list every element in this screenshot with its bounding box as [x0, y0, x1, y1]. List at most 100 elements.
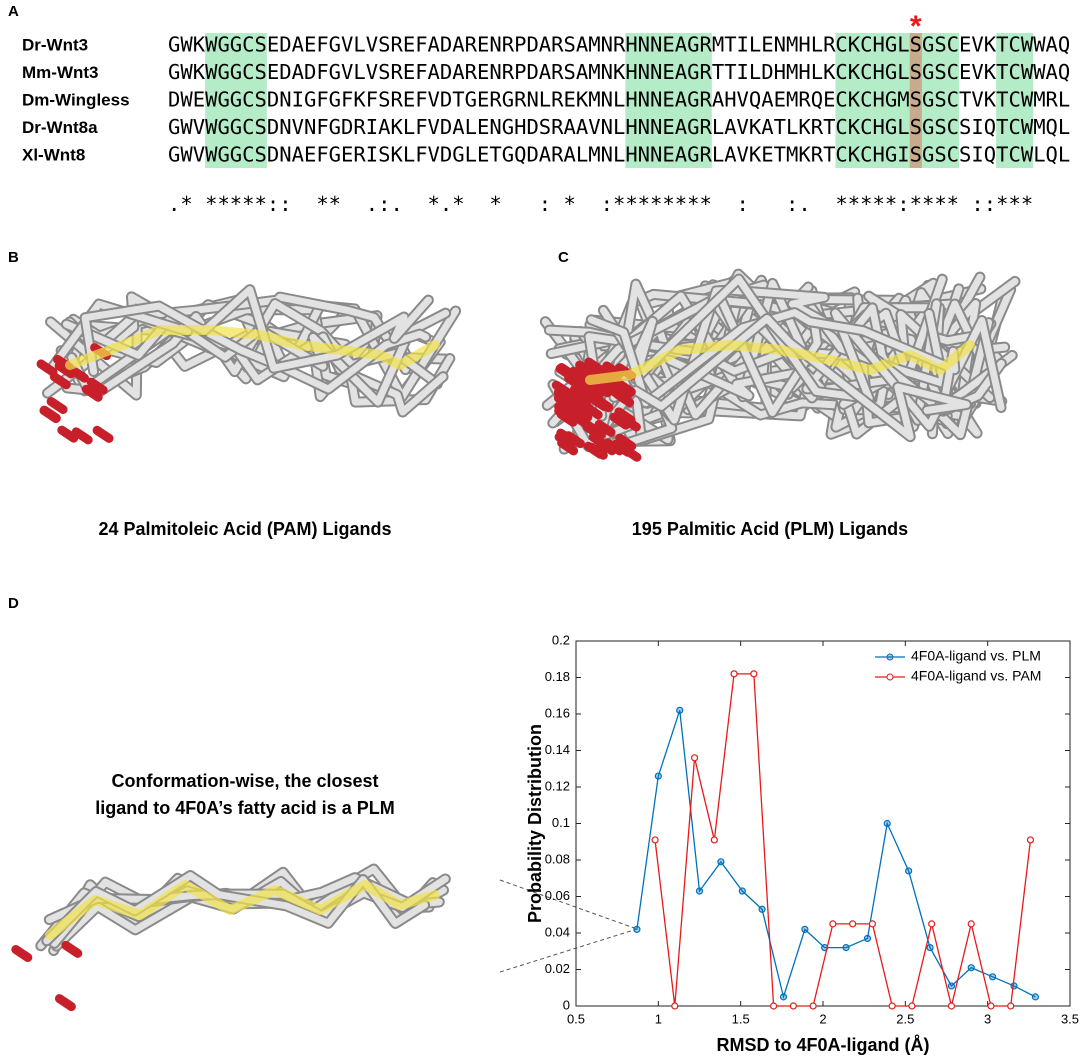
oxygen: [582, 383, 604, 401]
y-tick-label: 0: [563, 997, 570, 1012]
data-point: [676, 706, 684, 714]
oxygen: [554, 432, 576, 450]
chart: 0.5 1 1.5 2 2.5 3 3.5 0 0.02 0.04 0.06 0.08 0.1 0.12 0…: [525, 632, 1079, 1054]
oxygen: [569, 384, 591, 402]
caption-c: 195 Palmitic Acid (PLM) Ligands: [632, 519, 908, 539]
sequence: GWVWGGCSDNVNFGDRIAKLFVDALENGHDSRAAVNLHNN…: [168, 115, 1070, 139]
data-point: [905, 867, 913, 875]
data-point: [1026, 836, 1035, 844]
legend-label: 4F0A-ligand vs. PLM: [911, 648, 1041, 664]
sequence: DWEWGGCSDNIGFGFKFSREFVDTGERGRNLREKMNLHNN…: [168, 88, 1070, 112]
conserved-marker: *: [910, 10, 922, 43]
data-point: [908, 1002, 916, 1010]
data-point: [868, 920, 877, 928]
highlight: [921, 33, 960, 168]
data-point: [789, 1002, 797, 1010]
reference-ligand: [65, 325, 440, 370]
reference-ligand: [585, 340, 975, 385]
legend-label: 4F0A-ligand vs. PAM: [911, 668, 1041, 684]
data-point: [758, 905, 766, 913]
sequence-name: Dm-Wingless: [22, 90, 130, 109]
data-point: [926, 943, 934, 952]
data-point: [987, 1002, 995, 1010]
data-point: [1010, 982, 1018, 990]
oxygen: [584, 357, 606, 375]
y-tick-label: 0.2: [552, 632, 570, 647]
oxygen: [568, 370, 590, 388]
data-point: [883, 819, 891, 828]
caption-b: 24 Palmitoleic Acid (PAM) Ligands: [98, 519, 391, 539]
oxygen: [619, 414, 641, 432]
data-point: [967, 964, 975, 972]
stick: [48, 300, 430, 393]
sequence-name: Mm-Wnt3: [22, 63, 98, 82]
alignment-highlights: [205, 33, 1034, 168]
sequence-name: Dr-Wnt3: [22, 35, 88, 54]
oxygen: [587, 394, 609, 412]
sequence-name: Xl-Wnt8: [22, 145, 85, 164]
data-point: [750, 670, 758, 678]
panel-label: B: [8, 249, 19, 266]
y-tick-label: 0.12: [545, 778, 570, 793]
molecule-d: [11, 863, 451, 1012]
panel-label: C: [558, 249, 569, 266]
consensus: .* *****:: ** .:. *.* * : * :******** : …: [168, 192, 1033, 216]
x-tick-label: 3.5: [1061, 1011, 1079, 1026]
oxygen: [61, 940, 83, 958]
data-point: [967, 920, 975, 928]
data-point: [651, 836, 659, 844]
x-tick-label: 2: [819, 1011, 826, 1026]
oxygen: [620, 444, 642, 462]
y-tick-label: 0.1: [552, 815, 570, 830]
oxygen: [11, 945, 33, 963]
molecule-b: [36, 284, 462, 445]
oxygen: [613, 389, 635, 407]
oxygen: [553, 389, 575, 407]
oxygen: [36, 359, 58, 377]
data-point: [809, 1002, 817, 1010]
stick: [66, 293, 410, 374]
data-point: [690, 754, 699, 762]
highlight: [835, 33, 910, 168]
panel-label: A: [8, 3, 19, 20]
y-tick-label: 0.18: [545, 669, 570, 684]
oxygen: [81, 384, 103, 402]
highlight: [909, 33, 922, 168]
oxygen: [582, 422, 604, 440]
oxygen: [92, 425, 114, 443]
highlight: [205, 33, 267, 168]
data-point: [863, 934, 872, 943]
stick: [68, 326, 447, 416]
x-tick-label: 2.5: [896, 1011, 914, 1026]
oxygen: [57, 425, 79, 443]
y-tick-label: 0.16: [545, 705, 570, 720]
alignment: * Dr-Wnt3 GWKWGGCSEDAEFGVLVSREFADARENRPDAR…: [22, 10, 1070, 216]
x-axis-label: RMSD to 4F0A-ligand (Å): [717, 1035, 930, 1055]
y-tick-label: 0.04: [545, 924, 570, 939]
y-tick-label: 0.14: [545, 742, 570, 757]
reference-ligand: [45, 880, 440, 940]
oxygen: [86, 377, 108, 395]
data-point: [801, 925, 809, 933]
y-axis-label: Probability Distribution: [525, 724, 545, 923]
data-point: [779, 993, 788, 1001]
oxygen: [558, 404, 580, 422]
molecule-c: [539, 268, 1021, 462]
y-tick-label: 0.06: [545, 888, 570, 903]
oxygen: [54, 994, 76, 1012]
data-point: [710, 836, 718, 844]
data-point: [989, 973, 997, 981]
y-tick-label: 0.08: [545, 851, 570, 866]
series-line: [636, 710, 1036, 1000]
data-point: [717, 858, 725, 866]
oxygen: [46, 397, 68, 415]
data-point: [947, 1002, 956, 1010]
connector: [499, 928, 638, 973]
oxygen: [586, 442, 608, 460]
sequence: GWKWGGCSEDAEFGVLVSREFADARENRPDARSAMNRHNN…: [168, 33, 1070, 57]
y-tick-label: 0.02: [545, 961, 570, 976]
plot-frame: [575, 640, 1071, 1007]
data-point: [849, 920, 857, 928]
data-point: [842, 943, 850, 952]
data-point: [633, 925, 641, 933]
